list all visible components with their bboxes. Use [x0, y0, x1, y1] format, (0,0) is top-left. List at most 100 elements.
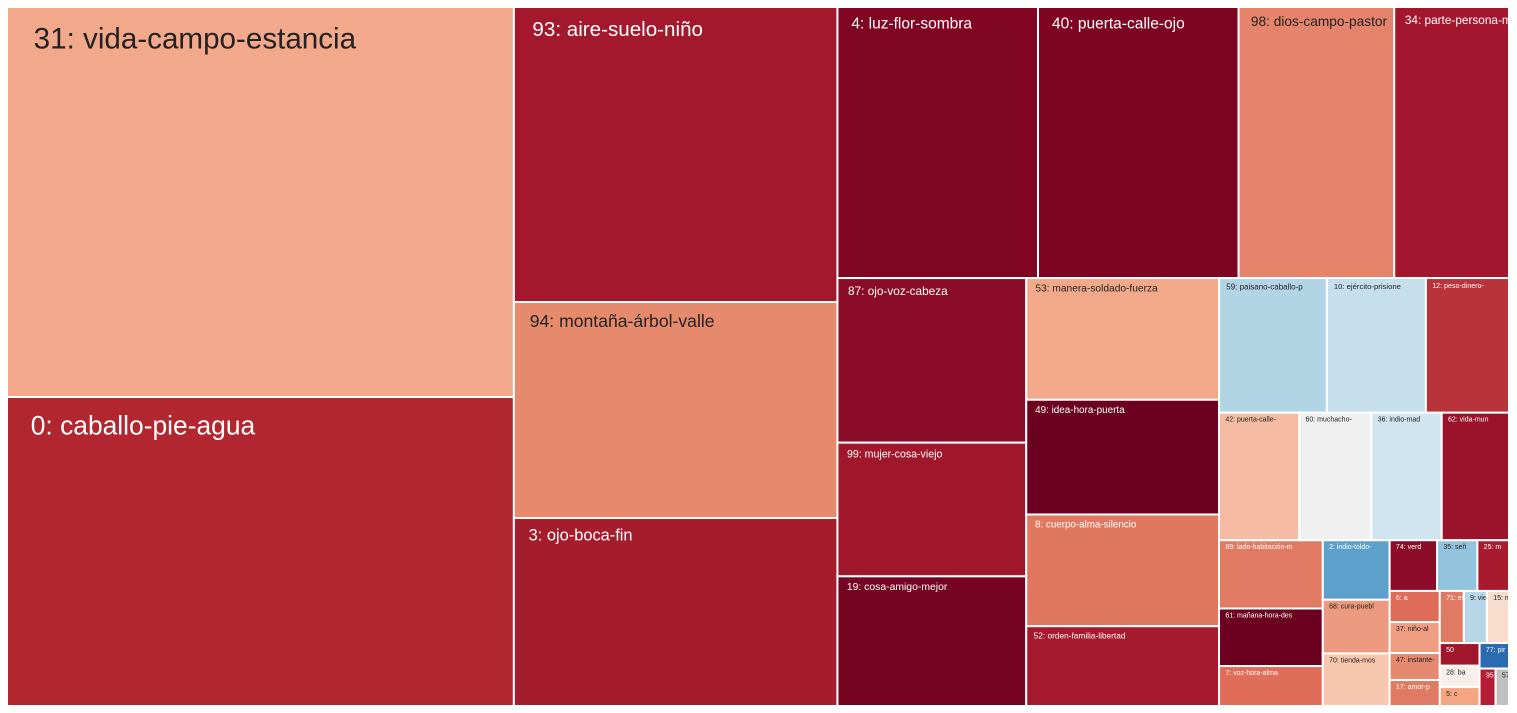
tile-label: 89: lado-habitación-m	[1225, 544, 1292, 551]
tile-label: 74: verd	[1396, 544, 1421, 551]
tile: 2: indio-toldo-	[1321, 539, 1391, 601]
tile-label: 94: montaña-árbol-valle	[530, 311, 715, 331]
tile-rect	[1370, 411, 1443, 542]
tile-label: 71: esposo	[1446, 595, 1480, 602]
tile-label: 28: ba	[1446, 670, 1466, 677]
tile: 19: cosa-amigo-mejor	[836, 575, 1028, 708]
tile-label: 17: amor-p	[1396, 684, 1430, 691]
tile: 74: verd	[1388, 539, 1439, 592]
tile-label: 52: orden-familia-libertad	[1034, 630, 1126, 640]
tile-rect	[1440, 411, 1511, 542]
tile-rect	[1424, 277, 1511, 414]
tile-rect	[1321, 652, 1391, 708]
tile-rect	[6, 396, 515, 707]
tile: 35: señ	[1436, 539, 1479, 592]
tile-rect	[6, 6, 515, 399]
tile-label: 98: dios-campo-pastor	[1251, 14, 1388, 29]
tile-label: 70: tienda-mos	[1329, 657, 1376, 664]
tile: 47: instante-	[1388, 652, 1441, 682]
tile-label: 59: paisano-caballo-p	[1226, 282, 1303, 291]
tile-rect	[1393, 6, 1510, 280]
tile-label: 49: idea-hora-puerta	[1035, 405, 1125, 416]
tile-label: 3: ojo-boca-fin	[529, 527, 633, 545]
tile-rect	[1237, 6, 1396, 280]
tile-label: 68: cura-puebl	[1329, 604, 1374, 611]
tile: 49: idea-hora-puerta	[1025, 398, 1221, 516]
tile: 50	[1438, 642, 1481, 667]
tile-label: 4: luz-flor-sombra	[851, 15, 972, 32]
tile: 77: pir	[1478, 642, 1511, 670]
tile-label: 9: vie	[1470, 595, 1487, 602]
tile-rect	[1298, 411, 1373, 542]
tile: 61: mañana-hora-des	[1218, 607, 1324, 668]
tile: 53: manera-soldado-fuerza	[1025, 277, 1221, 401]
tile: 0: caballo-pie-agua	[6, 396, 515, 707]
tile: 31: vida-campo-estancia	[6, 6, 515, 399]
tile-rect	[1025, 277, 1221, 401]
tile: 17: amor-p	[1388, 679, 1441, 707]
tile-rect	[1321, 598, 1391, 655]
tile-label: 42: puerta-calle-	[1225, 417, 1276, 424]
tile-label: 12: peso-dinero-	[1432, 282, 1484, 290]
tile: 59: paisano-caballo-p	[1218, 277, 1328, 414]
tile-label: 8: cuerpo-alma-silencio	[1035, 520, 1137, 531]
tile-rect	[512, 301, 839, 520]
tile-label: 0: caballo-pie-agua	[31, 411, 256, 441]
tile-label: 77: pir	[1486, 647, 1506, 654]
tile-rect	[1218, 411, 1301, 542]
tile-label: 31: vida-campo-estancia	[34, 23, 357, 56]
tile-rect	[1037, 6, 1240, 280]
tile-rect	[1218, 539, 1324, 610]
tile-label: 35: señ	[1443, 544, 1466, 551]
tile-label: 95: se	[1486, 672, 1505, 679]
tile-label: 5: c	[1446, 691, 1458, 698]
tile-rect	[1025, 398, 1221, 516]
tile: 87: ojo-voz-cabeza	[836, 277, 1028, 444]
tile: 12: peso-dinero-	[1424, 277, 1511, 414]
tile: 7: voz-hora-alma	[1218, 665, 1324, 707]
tile: 98: dios-campo-pastor	[1237, 6, 1396, 280]
tile-rect	[512, 6, 839, 304]
tile-rect	[836, 441, 1028, 578]
tile-label: 34: parte-persona-m	[1405, 13, 1512, 27]
tile: 99: mujer-cosa-viejo	[836, 441, 1028, 578]
tile: 36: indio-mad	[1370, 411, 1443, 542]
tile: 28: ba	[1438, 664, 1481, 689]
tile: 34: parte-persona-m	[1393, 6, 1512, 280]
tile: 37: niño-al	[1388, 621, 1441, 655]
tile-rect	[1325, 277, 1427, 414]
tile: 10: ejército-prisione	[1325, 277, 1427, 414]
tile-label: 93: aire-suelo-niño	[532, 18, 703, 41]
tile-label: 36: indio-mad	[1378, 417, 1421, 424]
tile: 60: muchacho-	[1298, 411, 1373, 542]
tile-rect	[1478, 642, 1511, 670]
tile-label: 87: ojo-voz-cabeza	[848, 284, 948, 298]
tile-rect	[836, 277, 1028, 444]
tile: 93: aire-suelo-niño	[512, 6, 839, 304]
tile-rect	[1476, 539, 1510, 592]
tile-rect	[1025, 513, 1221, 628]
tile-rect	[1494, 667, 1510, 707]
tile-rect	[1388, 539, 1439, 592]
tile: 94: montaña-árbol-valle	[512, 301, 839, 520]
tile-label: 15: m	[1493, 595, 1511, 602]
tile-label: 25: m	[1484, 544, 1502, 551]
tile: 6: a	[1388, 589, 1441, 624]
tile-label: 37: niño-al	[1396, 626, 1429, 633]
tile-label: 19: cosa-amigo-mejor	[847, 582, 948, 593]
tile-label: 57: es	[1502, 672, 1517, 679]
tile-label: 40: puerta-calle-ojo	[1052, 15, 1185, 32]
tile-rect	[1025, 625, 1221, 707]
tile-label: 2: indio-toldo-	[1329, 544, 1372, 551]
tile-label: 60: muchacho-	[1305, 417, 1352, 424]
tile: 8: cuerpo-alma-silencio	[1025, 513, 1221, 628]
tile-label: 7: voz-hora-alma	[1225, 670, 1278, 677]
tile-rect	[836, 575, 1028, 708]
tile: 25: m	[1476, 539, 1510, 592]
tile: 52: orden-familia-libertad	[1025, 625, 1221, 707]
tile-label: 61: mañana-hora-des	[1225, 612, 1292, 619]
tile-rect	[836, 6, 1040, 280]
tile-label: 53: manera-soldado-fuerza	[1035, 284, 1158, 295]
